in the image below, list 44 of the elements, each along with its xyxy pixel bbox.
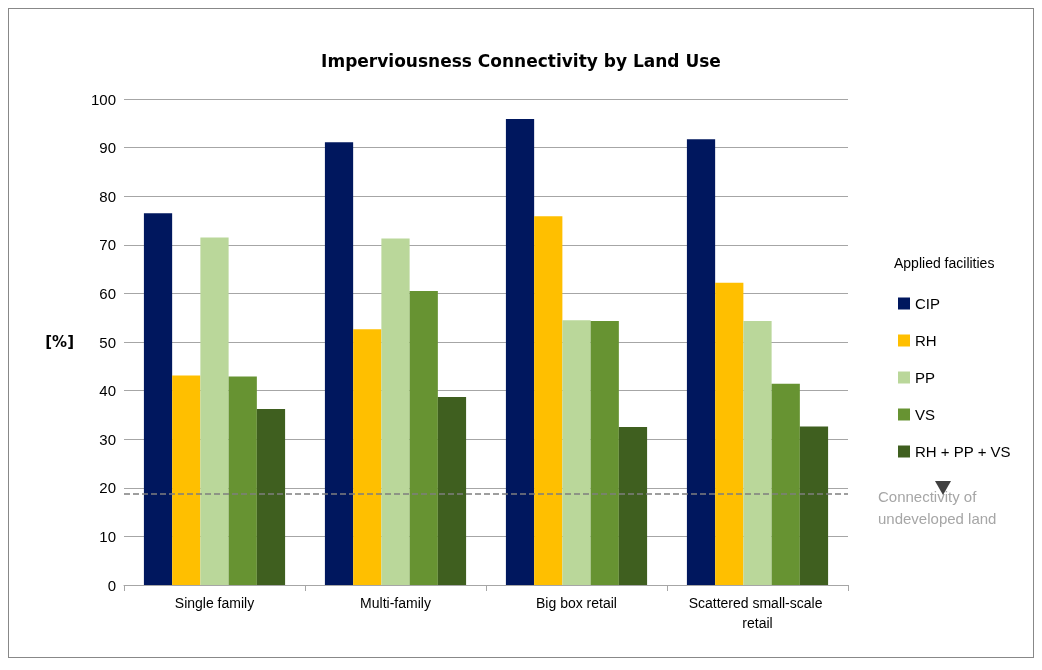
bar <box>743 321 772 585</box>
bar <box>172 375 201 585</box>
bar <box>437 396 467 585</box>
y-tick-label: 80 <box>99 187 116 205</box>
y-tick-label: 60 <box>99 284 116 302</box>
y-tick-label: 100 <box>90 90 116 108</box>
y-tick-label: 30 <box>99 430 116 448</box>
legend-label: RH <box>915 332 937 349</box>
bar <box>534 216 563 585</box>
legend-label: CIP <box>915 295 941 312</box>
y-axis-title: [%] <box>45 333 74 351</box>
bar <box>353 329 382 585</box>
bar <box>590 321 619 585</box>
bar <box>686 139 716 585</box>
bar <box>618 427 648 585</box>
x-tick-label: Big box retail <box>536 595 617 611</box>
legend-label: VS <box>915 406 936 423</box>
bar <box>771 383 800 585</box>
bar <box>715 282 744 585</box>
bar <box>200 237 229 585</box>
legend-title: Applied facilities <box>894 255 995 271</box>
bar <box>505 118 535 585</box>
y-tick-label: 90 <box>99 139 116 157</box>
bar <box>562 320 591 585</box>
bar <box>228 376 257 585</box>
bar <box>409 290 438 585</box>
legend-label: PP <box>915 369 936 386</box>
ref-line-label: Connectivity of undeveloped land <box>878 488 997 528</box>
y-tick-label: 0 <box>107 576 116 594</box>
bar <box>799 426 829 585</box>
y-tick-label: 10 <box>99 527 116 545</box>
legend-label: RH + PP + VS <box>915 443 1011 460</box>
chart-title: Imperviousness Connectivity by Land Use <box>321 50 721 71</box>
x-tick-label: Single family <box>174 595 255 611</box>
y-tick-label: 50 <box>99 333 116 351</box>
bar <box>143 213 173 585</box>
y-tick-label: 70 <box>99 236 116 254</box>
bar <box>256 409 286 585</box>
bar <box>324 142 354 585</box>
x-tick-label: Scattered small-scale retail <box>688 595 827 631</box>
bar <box>381 238 410 585</box>
y-tick-label: 20 <box>99 479 116 497</box>
x-tick-label: Multi-family <box>360 595 431 611</box>
y-tick-label: 40 <box>99 382 116 400</box>
